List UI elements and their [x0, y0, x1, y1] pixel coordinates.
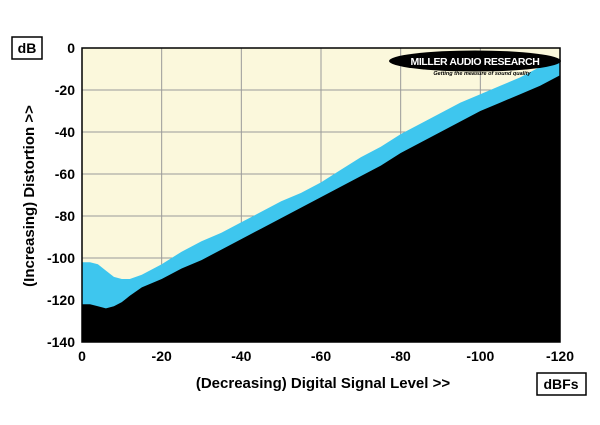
distortion-band-lower [82, 75, 560, 343]
x-tick-label: -100 [466, 348, 494, 364]
y-unit-box: dB [11, 36, 43, 60]
y-tick-label: 0 [67, 40, 75, 56]
y-tick-label: -140 [47, 334, 75, 350]
x-axis-label: (Decreasing) Digital Signal Level >> [196, 375, 450, 392]
x-tick-label: -40 [231, 348, 251, 364]
y-axis-label: (Increasing) Distortion >> [21, 105, 38, 287]
x-unit-label: dBFs [544, 376, 579, 392]
logo-ellipse [389, 50, 561, 72]
y-tick-label: -120 [47, 292, 75, 308]
x-tick-label: -60 [311, 348, 331, 364]
y-unit-label: dB [18, 40, 37, 56]
logo-text: MILLER AUDIO RESEARCH [411, 56, 540, 68]
x-unit-box: dBFs [536, 372, 587, 396]
x-tick-label: -120 [546, 348, 574, 364]
x-tick-label: 0 [78, 348, 86, 364]
y-tick-label: -60 [55, 166, 75, 182]
x-unit-frame [536, 372, 587, 396]
x-axis-ticks: 0 -20 -40 -60 -80 -100 -120 [78, 348, 574, 364]
y-axis-ticks: 0 -20 -40 -60 -80 -100 -120 -140 [47, 40, 75, 350]
logo-tagline: Getting the measure of sound quality [433, 71, 531, 77]
y-tick-label: -80 [55, 208, 75, 224]
plot-frame [81, 47, 561, 343]
x-tick-label: -80 [391, 348, 411, 364]
y-tick-label: -100 [47, 250, 75, 266]
miller-logo: MILLER AUDIO RESEARCH Getting the measur… [389, 50, 561, 77]
y-tick-label: -20 [55, 82, 75, 98]
x-tick-label: -20 [152, 348, 172, 364]
y-unit-frame [11, 36, 43, 60]
y-tick-label: -40 [55, 124, 75, 140]
